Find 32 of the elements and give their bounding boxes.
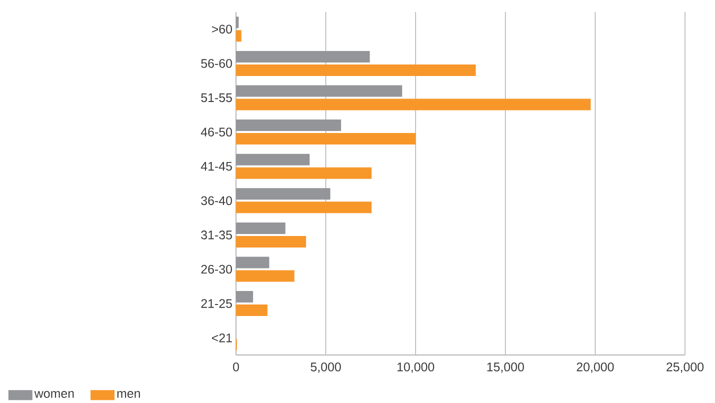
y-tick-label: 56-60	[201, 59, 232, 68]
y-tick-label: >60	[212, 24, 232, 34]
bar	[236, 30, 242, 42]
bar	[236, 167, 372, 179]
bar	[236, 154, 310, 166]
bar	[236, 256, 270, 268]
legend-label: men	[117, 391, 140, 398]
bar	[236, 291, 254, 303]
bar	[236, 64, 476, 76]
y-tick-label: 41-45	[200, 162, 232, 171]
y-tick-label: 31-35	[201, 230, 232, 240]
y-tick-label: 26-30	[201, 264, 232, 274]
bar	[236, 16, 239, 28]
bar	[236, 202, 372, 214]
bar	[236, 270, 294, 282]
legend-label: women	[34, 391, 74, 398]
bar	[236, 236, 306, 248]
x-tick-label: 10,000	[398, 362, 434, 373]
x-tick-label: 20,000	[576, 362, 614, 373]
bar	[236, 98, 591, 110]
x-tick-label: 5,000	[310, 362, 341, 373]
y-tick-label: 36-40	[201, 196, 232, 206]
x-tick-label: 15,000	[487, 362, 524, 373]
x-tick-label: 0	[233, 362, 239, 372]
y-tick-label: 51-55	[201, 93, 232, 102]
y-tick-label: 46-50	[200, 128, 232, 136]
y-tick-label: <21	[212, 334, 232, 342]
bar	[236, 304, 268, 316]
bar	[236, 133, 416, 145]
bar	[236, 222, 286, 234]
y-tick-label: 21-25	[201, 299, 232, 308]
x-tick-label: 25,000	[666, 362, 704, 373]
